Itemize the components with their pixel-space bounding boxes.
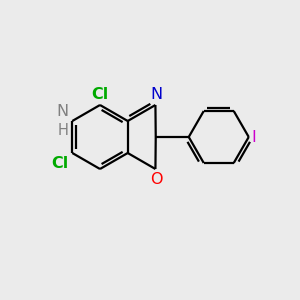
Text: N: N (56, 104, 68, 119)
Text: N: N (150, 87, 163, 102)
Text: I: I (252, 130, 256, 145)
Text: H: H (57, 123, 68, 138)
Text: O: O (150, 172, 163, 187)
Text: Cl: Cl (92, 87, 109, 102)
Text: Cl: Cl (51, 156, 68, 171)
